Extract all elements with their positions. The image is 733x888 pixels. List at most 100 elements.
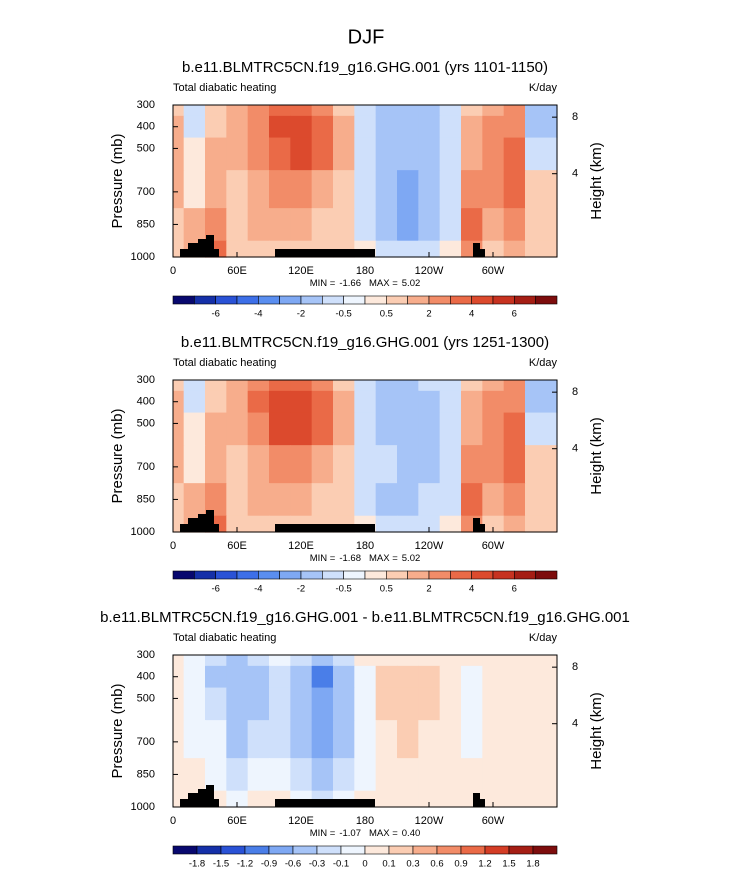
- min-max-part: MIN =: [310, 278, 336, 289]
- field-cell: [354, 208, 377, 242]
- field-cell: [375, 170, 398, 209]
- topography: [214, 249, 219, 257]
- field-cell: [290, 758, 313, 792]
- y-tick-label: 300: [137, 374, 155, 386]
- field-cell: [333, 115, 355, 139]
- field-cell: [205, 412, 227, 446]
- colorbar-label: 4: [469, 584, 474, 595]
- field-cell: [354, 687, 377, 721]
- field-cell: [226, 240, 249, 258]
- field-cell: [173, 665, 185, 689]
- field-cell: [290, 170, 313, 209]
- field-cell: [311, 720, 334, 759]
- field-cell: [461, 720, 483, 759]
- colorbar-box: [535, 295, 558, 305]
- field-cell: [269, 665, 291, 689]
- panel: b.e11.BLMTRC5CN.f19_g16.GHG.001 (yrs 125…: [109, 334, 605, 595]
- field-cell: [290, 720, 313, 759]
- colorbar-label: -0.6: [285, 859, 301, 870]
- field-cell: [418, 390, 441, 414]
- field-cell: [205, 390, 227, 414]
- field-cell: [183, 655, 206, 667]
- field-cell: [461, 758, 483, 792]
- field-cell: [418, 105, 441, 117]
- field-cell: [311, 483, 334, 517]
- field-cell: [205, 208, 227, 242]
- field-cell: [525, 390, 558, 414]
- y-tick-label: 850: [137, 493, 155, 505]
- field-cell: [482, 115, 505, 139]
- field-cell: [503, 720, 526, 759]
- field-cell: [183, 170, 206, 209]
- field-cell: [290, 105, 313, 117]
- field-cell: [226, 665, 249, 689]
- field-cell: [503, 655, 526, 667]
- field-cell: [205, 483, 227, 517]
- colorbar-box: [279, 295, 302, 305]
- field-cell: [482, 390, 505, 414]
- field-cell: [375, 412, 398, 446]
- field-cell: [397, 515, 419, 533]
- field-cell: [311, 758, 334, 792]
- field-cell: [525, 170, 558, 209]
- field-cell: [418, 758, 441, 792]
- field-cell: [503, 665, 526, 689]
- colorbar-box: [428, 570, 451, 580]
- field-cell: [461, 380, 483, 392]
- field-cell: [397, 105, 419, 117]
- field-cell: [269, 380, 291, 392]
- topography: [198, 789, 206, 807]
- colorbar-label: -6: [211, 309, 219, 320]
- topography: [473, 518, 480, 532]
- field-cell: [482, 758, 505, 792]
- field-cell: [375, 720, 398, 759]
- field-cell: [290, 137, 313, 171]
- topography: [180, 799, 188, 807]
- field-cell: [290, 483, 313, 517]
- min-max-part: 0.40: [402, 828, 421, 839]
- y-axis-label: Pressure (mb): [109, 133, 126, 228]
- field-cell: [439, 687, 462, 721]
- x-tick-label: 120W: [415, 815, 444, 827]
- field-cell: [461, 687, 483, 721]
- panel-title: b.e11.BLMTRC5CN.f19_g16.GHG.001 (yrs 110…: [182, 59, 548, 76]
- colorbar-box: [386, 570, 408, 580]
- colorbar-label: -0.3: [309, 859, 325, 870]
- y-tick-label: 850: [137, 218, 155, 230]
- field-cell: [439, 790, 462, 808]
- panel: b.e11.BLMTRC5CN.f19_g16.GHG.001 - b.e11.…: [100, 609, 630, 870]
- field-cell: [418, 208, 441, 242]
- colorbar-label: 0.3: [406, 859, 419, 870]
- field-cell: [354, 380, 377, 392]
- y2-tick-label: 4: [572, 168, 578, 180]
- x-tick-label: 180: [356, 540, 374, 552]
- field-cell: [525, 380, 558, 392]
- field-cell: [269, 483, 291, 517]
- field-cell: [418, 445, 441, 484]
- colorbar-label: 6: [512, 584, 517, 595]
- field-cell: [183, 137, 206, 171]
- field-cell: [311, 445, 334, 484]
- topography: [275, 799, 375, 807]
- field-cell: [226, 758, 249, 792]
- field-cell: [375, 105, 398, 117]
- field-cell: [173, 170, 185, 209]
- field-cell: [482, 483, 505, 517]
- field-cell: [311, 380, 334, 392]
- min-max: MIN = -1.66 MAX = 5.02: [310, 278, 421, 289]
- field-cell: [503, 170, 526, 209]
- field-cell: [333, 687, 355, 721]
- field-cell: [173, 105, 185, 117]
- field-cell: [375, 655, 398, 667]
- y-axis-label: Pressure (mb): [109, 683, 126, 778]
- field-cell: [205, 137, 227, 171]
- field-cell: [525, 483, 558, 517]
- colorbar-box: [292, 845, 318, 855]
- colorbar-label: 0.6: [430, 859, 443, 870]
- y-tick-label: 850: [137, 768, 155, 780]
- field-cell: [503, 483, 526, 517]
- field-cell: [311, 655, 334, 667]
- field-cell: [354, 115, 377, 139]
- field-cell: [503, 445, 526, 484]
